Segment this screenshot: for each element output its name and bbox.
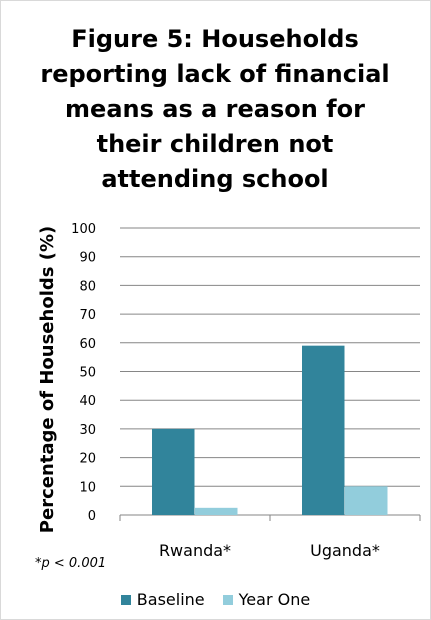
y-tick-label: 50 — [79, 366, 96, 381]
y-tick-label: 60 — [79, 337, 96, 352]
y-tick-label: 20 — [79, 452, 96, 467]
legend-label-year-one: Year One — [238, 590, 311, 609]
legend-swatch-baseline — [120, 594, 131, 605]
bar-rwanda-year-one — [195, 507, 238, 515]
y-axis-title: Percentage of Households (%) — [37, 226, 58, 533]
y-tick-label: 100 — [71, 222, 96, 237]
y-tick-label: 80 — [79, 279, 96, 294]
y-tick-label: 70 — [79, 308, 96, 323]
legend-label-baseline: Baseline — [136, 590, 205, 609]
x-category-label: Rwanda* — [159, 541, 231, 560]
y-tick-label: 0 — [88, 509, 96, 524]
legend-item-baseline: Baseline — [120, 590, 205, 609]
title-line-3: means as a reason for — [65, 95, 365, 123]
title-line-2: reporting lack of financial — [40, 60, 390, 88]
title-line-4: their children not — [96, 130, 334, 158]
y-tick-label: 40 — [79, 394, 96, 409]
significance-footnote: *p < 0.001 — [35, 556, 107, 571]
chart-title: Figure 5: Households reporting lack of f… — [10, 22, 420, 197]
y-tick-label: 10 — [79, 480, 96, 495]
legend-swatch-year-one — [222, 594, 233, 605]
title-line-1: Figure 5: Households — [71, 25, 359, 53]
y-tick-label: 90 — [79, 251, 96, 266]
title-line-5: attending school — [101, 165, 329, 193]
legend: Baseline Year One — [0, 590, 431, 609]
bar-uganda-year-one — [345, 486, 388, 515]
legend-item-year-one: Year One — [222, 590, 311, 609]
bar-uganda-baseline — [302, 345, 345, 515]
x-category-label: Uganda* — [310, 541, 380, 560]
bar-rwanda-baseline — [152, 428, 195, 515]
y-tick-label: 30 — [79, 423, 96, 438]
